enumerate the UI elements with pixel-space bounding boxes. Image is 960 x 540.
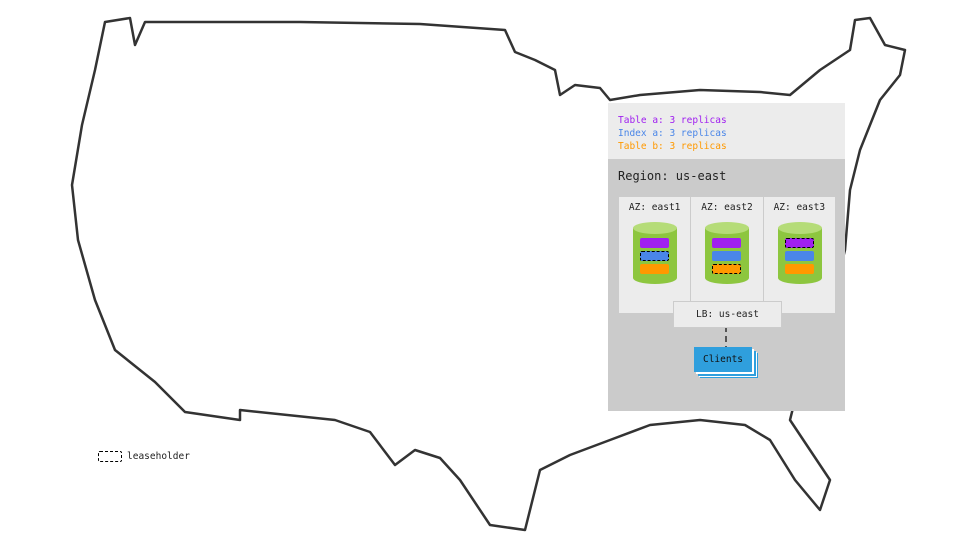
- az-label: AZ: east2: [701, 202, 753, 213]
- database-cylinder-icon: [633, 222, 677, 284]
- az-east3: AZ: east3: [763, 197, 835, 313]
- leaseholder-legend: leaseholder: [98, 451, 190, 462]
- az-label: AZ: east1: [628, 202, 681, 213]
- az-label: AZ: east3: [773, 202, 826, 213]
- az-east1: AZ: east1: [619, 197, 692, 313]
- legend-table-a: Table a: 3 replicas: [618, 115, 727, 126]
- region-label: Region: us-east: [618, 169, 727, 183]
- database-cylinder-icon: [705, 222, 750, 284]
- legend-table-b: Table b: 3 replicas: [618, 141, 727, 152]
- replica-legend: Table a: 3 replicas Index a: 3 replicas …: [608, 103, 845, 159]
- replica-table-b: [784, 264, 814, 274]
- replica-table-b-leaseholder: [712, 264, 742, 274]
- replica-table-a-leaseholder: [784, 238, 814, 248]
- replica-index-a: [784, 251, 814, 261]
- replica-index-a-leaseholder: [640, 251, 669, 261]
- replica-table-b: [640, 264, 669, 274]
- replica-table-a: [640, 238, 669, 248]
- load-balancer: LB: us-east: [673, 301, 782, 328]
- database-cylinder-icon: [777, 222, 822, 284]
- leaseholder-label: leaseholder: [127, 451, 190, 462]
- region-panel: Table a: 3 replicas Index a: 3 replicas …: [608, 103, 845, 411]
- clients-box: Clients: [694, 347, 752, 372]
- replica-index-a: [712, 251, 742, 261]
- legend-index-a: Index a: 3 replicas: [618, 128, 727, 139]
- replica-table-a: [712, 238, 742, 248]
- leaseholder-dashed-box-icon: [98, 451, 122, 462]
- az-east2: AZ: east2: [691, 197, 764, 313]
